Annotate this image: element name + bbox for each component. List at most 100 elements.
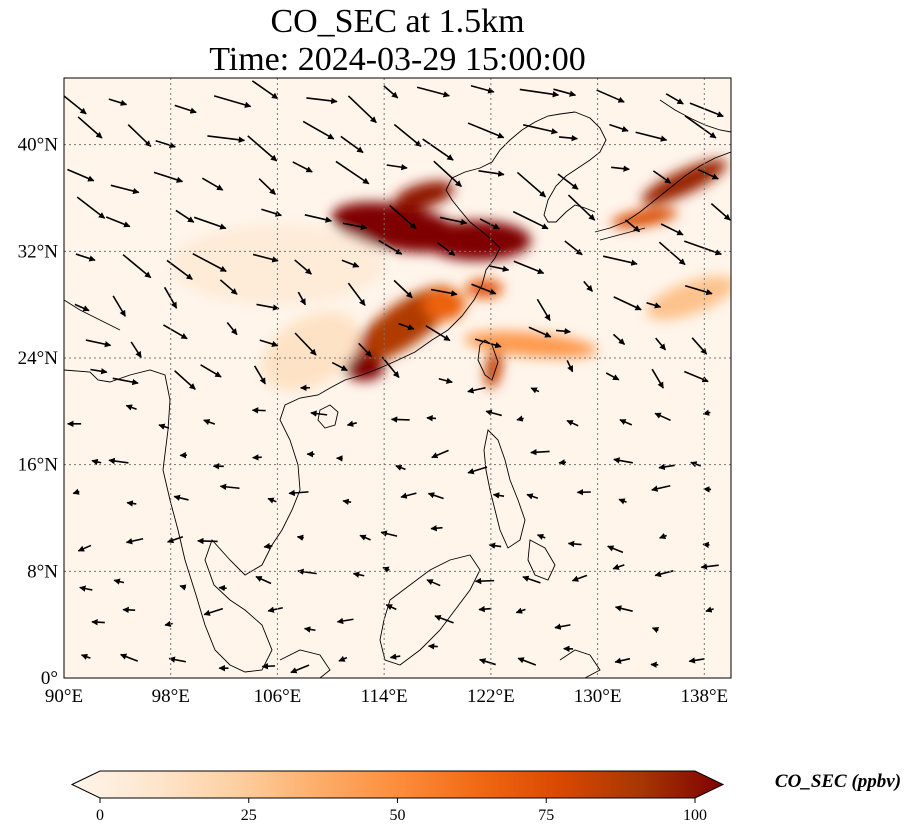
wind-arrow	[347, 95, 377, 124]
map-background	[64, 78, 731, 678]
wind-arrow	[566, 419, 579, 427]
colorbar-ticks: 0 25 50 75 100	[96, 798, 707, 824]
wind-arrow	[72, 488, 80, 495]
wind-arrow	[267, 606, 283, 613]
wind-arrow	[174, 104, 197, 114]
wind-arrow	[85, 339, 112, 348]
wind-arrow	[422, 138, 454, 161]
wind-arrow	[341, 259, 360, 268]
wind-arrow	[566, 360, 574, 373]
wind-arrow	[426, 414, 437, 422]
wind-arrow	[288, 489, 309, 497]
wind-arrow	[352, 571, 365, 578]
wind-arrow	[80, 653, 91, 660]
wind-arrow	[380, 530, 398, 537]
wind-arrow	[614, 657, 631, 664]
wind-arrow	[336, 617, 354, 625]
wind-arrow	[607, 545, 624, 554]
wind-arrow	[90, 368, 108, 375]
wind-arrow	[691, 337, 708, 355]
wind-arrow	[125, 537, 144, 545]
co-plume-4	[611, 208, 678, 228]
wind-arrow	[619, 418, 633, 426]
wind-arrow	[609, 123, 629, 133]
wind-arrow	[113, 578, 125, 585]
y-tick-label: 0°	[41, 668, 58, 689]
wind-arrow	[267, 497, 277, 504]
wind-arrow	[612, 333, 626, 346]
wind-arrow	[434, 614, 454, 624]
wind-arrow	[310, 410, 328, 417]
wind-arrow	[688, 657, 705, 664]
wind-arrow	[558, 459, 567, 466]
wind-arrow	[519, 88, 560, 98]
colorbar-tick-label: 50	[390, 807, 406, 824]
wind-arrow	[261, 208, 282, 217]
wind-arrow	[263, 542, 273, 550]
wind-arrow	[175, 209, 195, 223]
wind-arrow	[166, 259, 193, 281]
map-gridlines	[64, 78, 731, 678]
y-tick-label: 16°N	[18, 455, 59, 476]
wind-arrow	[79, 585, 93, 592]
wind-arrow	[385, 604, 397, 611]
hainan-outline	[317, 404, 339, 429]
wind-arrow	[689, 102, 724, 118]
wind-arrow	[567, 194, 596, 221]
wind-arrow	[163, 286, 178, 309]
wind-arrow	[516, 415, 524, 422]
wind-arrow	[173, 494, 189, 501]
wind-arrow	[697, 168, 719, 180]
wind-arrow	[613, 457, 633, 464]
x-tick-label: 90°E	[45, 686, 83, 707]
wind-arrow	[347, 282, 366, 306]
wind-arrow	[164, 620, 173, 628]
wind-arrow	[64, 94, 87, 115]
wind-arrow	[433, 160, 462, 188]
y-tick-label: 8°N	[27, 561, 58, 582]
wind-arrow	[389, 204, 417, 230]
wind-arrow	[564, 240, 583, 256]
wind-arrow	[76, 196, 106, 219]
wind-arrow	[489, 265, 510, 272]
wind-arrow	[153, 171, 184, 183]
wind-arrow	[108, 98, 128, 106]
wind-arrow	[256, 303, 280, 311]
wind-arrow	[253, 365, 266, 385]
wind-arrow	[425, 325, 451, 342]
wind-arrow	[651, 484, 671, 492]
wind-arrow	[557, 173, 579, 190]
wind-arrow	[660, 223, 684, 236]
map-subtitle-time: Time: 2024-03-29 15:00:00	[209, 41, 586, 78]
wind-arrow	[163, 324, 188, 340]
wind-arrow	[302, 120, 335, 140]
taiwan-outline	[477, 339, 499, 381]
wind-arrow	[437, 242, 456, 256]
wind-arrow	[252, 454, 262, 461]
wind-arrow	[338, 655, 348, 662]
wind-arrow	[126, 500, 137, 507]
wind-arrow	[112, 377, 139, 386]
y-axis-ticks: 0° 8°N 16°N 24°N 32°N 40°N	[18, 135, 59, 689]
wind-arrow	[110, 184, 140, 195]
wind-arrow	[492, 492, 505, 499]
wind-arrow	[292, 161, 313, 173]
wind-arrow	[386, 163, 408, 171]
wind-arrow	[467, 122, 505, 139]
wind-arrow	[555, 328, 571, 335]
wind-arrow	[251, 80, 279, 100]
wind-arrow	[652, 170, 672, 184]
wind-arrow	[517, 657, 537, 666]
wind-arrow	[77, 544, 92, 552]
wind-arrow	[558, 134, 578, 142]
wind-arrow	[700, 563, 719, 570]
wind-arrow	[130, 341, 142, 358]
wind-arrow	[431, 449, 449, 459]
wind-arrow	[219, 483, 240, 491]
wind-arrow	[536, 298, 551, 322]
wind-arrow	[684, 284, 713, 296]
wind-arrow	[659, 533, 667, 540]
wind-arrow	[583, 280, 594, 292]
wind-arrow	[383, 85, 399, 99]
wind-arrow	[654, 412, 671, 422]
